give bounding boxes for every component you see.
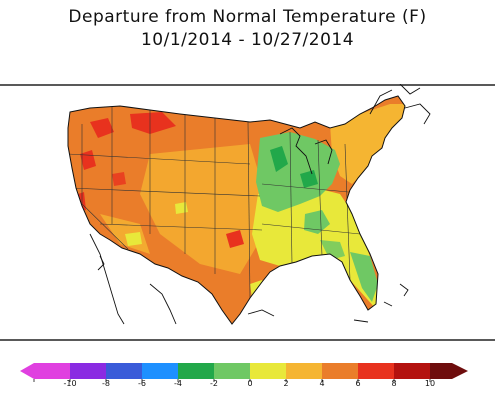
legend-tick-label: -8 [102,379,110,388]
state-borders [68,106,371,299]
legend-tick-label: 6 [355,379,361,388]
legend-tick-label: -10 [63,379,77,388]
legend-tick-label: 2 [283,379,289,388]
anomaly-map [0,84,495,341]
us-anomaly-fill [68,96,405,324]
legend-tick-marks [33,379,431,382]
us-outline [67,95,406,325]
legend-bin-12 [430,363,452,379]
title-line-2: 10/1/2014 - 10/27/2014 [140,30,355,50]
legend-arrow-left [20,363,34,379]
legend-tick-label: -6 [138,379,146,388]
coastlines [89,84,431,325]
legend-bin-8 [286,363,322,379]
legend-tick-label: 4 [319,379,325,388]
color-scale-legend: -10 -8 -6 -4 -2 0 2 4 6 8 10 [0,360,495,400]
legend-bin-11 [394,363,430,379]
legend-tick-label: 0 [247,379,253,388]
legend-bin-7 [250,363,286,379]
legend-bin-10 [358,363,394,379]
legend-tick-label: 8 [391,379,397,388]
legend-bin-2 [70,363,106,379]
legend-bin-4 [142,363,178,379]
legend-bin-1 [34,363,70,379]
legend-tick-label: -4 [174,379,182,388]
legend-bin-5 [178,363,214,379]
legend-arrow-right [452,363,468,379]
legend-bin-9 [322,363,358,379]
legend-bin-6 [214,363,250,379]
legend-tick-label: -2 [210,379,218,388]
legend-tick-label: 10 [424,379,436,388]
map-panel [0,84,495,341]
map-title: Departure from Normal Temperature (F) 10… [0,6,495,52]
legend-bin-3 [106,363,142,379]
color-scale-bar [20,363,468,382]
title-line-1: Departure from Normal Temperature (F) [68,7,427,27]
